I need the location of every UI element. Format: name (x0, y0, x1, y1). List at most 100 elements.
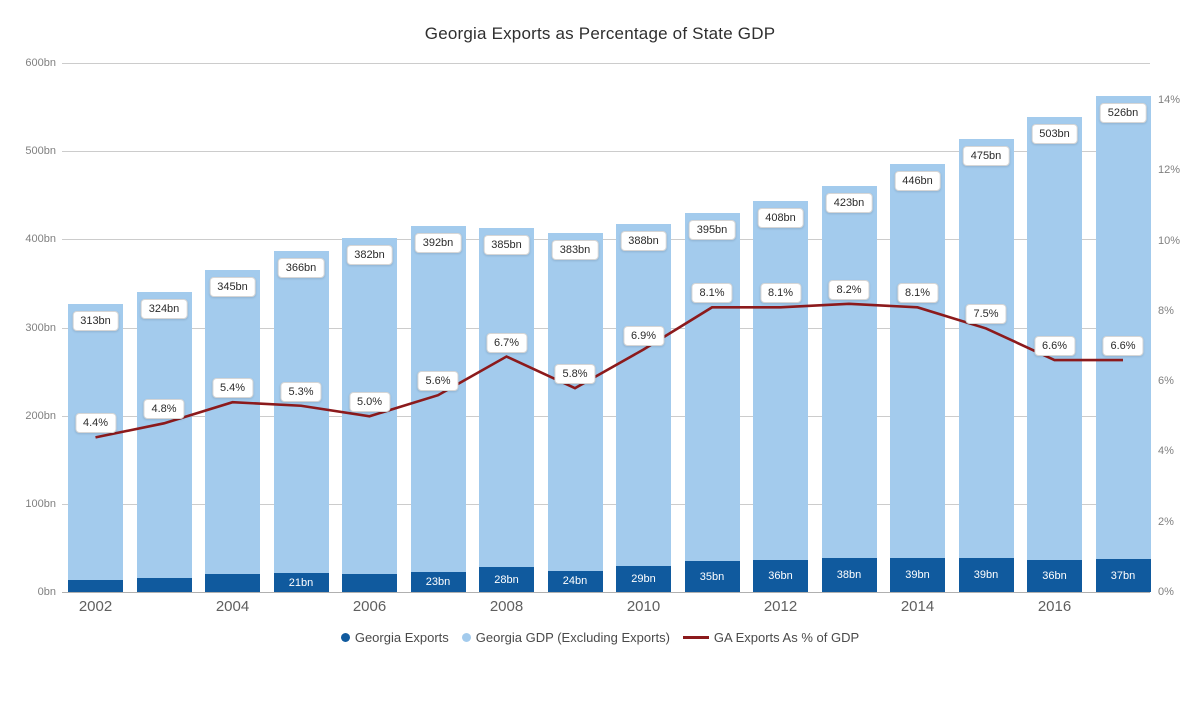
x-axis-label-2008: 2008 (489, 598, 524, 615)
pct-value-label-2014: 8.1% (896, 283, 939, 304)
bar-exports-2011[interactable] (684, 561, 740, 592)
bar-gdp-2015[interactable] (958, 138, 1014, 558)
legend-item-label: Georgia Exports (354, 630, 449, 645)
bar-gdp-2008[interactable] (479, 227, 534, 568)
y-axis-tick-right: 10% (1158, 234, 1181, 247)
bar-gdp-2010[interactable] (616, 224, 671, 567)
pct-value-label-2002: 4.4% (74, 413, 117, 434)
bar-gdp-2009[interactable] (547, 233, 603, 571)
bar-gdp-2005[interactable] (273, 250, 329, 574)
gridline (62, 239, 1150, 241)
pct-value-label-2004: 5.4% (211, 378, 254, 399)
pct-value-label-2009: 5.8% (554, 364, 596, 385)
y-axis-tick-left: 600bn (25, 57, 56, 69)
y-axis-tick-right: 12% (1158, 164, 1181, 177)
pct-value-label-2016: 6.6% (1033, 336, 1076, 357)
x-axis-label-2014: 2014 (900, 598, 935, 615)
pct-value-label-2007: 5.6% (417, 371, 459, 392)
pct-value-label-2011: 8.1% (691, 283, 733, 304)
bar-gdp-2007[interactable] (410, 226, 466, 572)
pct-value-label-2008: 6.7% (485, 332, 528, 353)
pct-value-label-2013: 8.2% (828, 279, 870, 300)
x-axis-label-2010: 2010 (626, 598, 661, 615)
gridline (62, 503, 1150, 505)
bar-exports-2013[interactable] (821, 558, 877, 592)
exports-value-label-2005: 21bn (288, 576, 314, 589)
exports-value-label-2009: 24bn (562, 575, 588, 588)
y-axis-tick-left: 100bn (25, 497, 56, 510)
gdp-value-label-2002: 313bn (72, 310, 119, 331)
exports-value-label-2011: 35bn (699, 570, 725, 583)
y-axis-tick-right: 0% (1158, 586, 1174, 598)
x-axis-label-2002: 2002 (78, 598, 113, 615)
x-axis-label-2004: 2004 (215, 598, 250, 615)
gdp-value-label-2010: 388bn (620, 231, 667, 252)
bar-gdp-2004[interactable] (205, 270, 260, 575)
y-axis-tick-right: 4% (1158, 445, 1174, 458)
legend-item-georgia-exports[interactable]: Georgia Exports (340, 630, 449, 645)
bar-gdp-2012[interactable] (753, 200, 808, 561)
bar-gdp-2011[interactable] (684, 212, 740, 562)
gridline (62, 327, 1150, 329)
bar-exports-2015[interactable] (958, 557, 1014, 592)
y-axis-tick-left: 300bn (25, 321, 56, 334)
exports-value-label-2014: 39bn (905, 568, 930, 581)
gdp-value-label-2006: 382bn (346, 244, 393, 265)
bar-gdp-2003[interactable] (136, 292, 192, 578)
chart-title: Georgia Exports as Percentage of State G… (424, 24, 776, 43)
bar-exports-2010[interactable] (616, 566, 671, 592)
exports-value-label-2017: 37bn (1110, 569, 1136, 582)
bar-exports-2007[interactable] (410, 571, 466, 592)
x-axis-label-2016: 2016 (1037, 598, 1072, 615)
gdp-value-label-2011: 395bn (688, 219, 736, 240)
bar-exports-2016[interactable] (1027, 560, 1082, 592)
bar-exports-2014[interactable] (890, 557, 945, 592)
bar-gdp-2014[interactable] (890, 164, 945, 558)
bar-gdp-2013[interactable] (821, 185, 877, 559)
legend-item-label: GA Exports As % of GDP (713, 630, 860, 645)
pct-value-label-2010: 6.9% (622, 325, 665, 346)
pct-line[interactable] (95, 302, 1124, 439)
legend: Georgia Exports Georgia GDP (Excluding Ex… (0, 630, 1200, 645)
legend-item-ga-exports-as-of-gdp[interactable]: GA Exports As % of GDP (682, 630, 860, 645)
bar-gdp-2017[interactable] (1095, 95, 1151, 560)
y-axis-tick-right: 6% (1158, 375, 1174, 388)
y-axis-tick-right: 14% (1158, 94, 1181, 106)
bar-exports-2005[interactable] (273, 573, 329, 592)
gdp-value-label-2008: 385bn (483, 234, 530, 255)
gdp-value-label-2012: 408bn (757, 207, 804, 228)
bar-exports-2006[interactable] (342, 574, 397, 592)
y-axis-tick-left: 200bn (25, 409, 56, 422)
pct-value-label-2012: 8.1% (759, 283, 802, 304)
bar-exports-2009[interactable] (547, 570, 603, 592)
exports-value-label-2016: 36bn (1042, 570, 1067, 583)
y-axis-tick-left: 0bn (37, 586, 56, 598)
bar-exports-2002[interactable] (68, 579, 123, 592)
pct-value-label-2017: 6.6% (1102, 336, 1144, 357)
bar-exports-2012[interactable] (753, 560, 808, 592)
gdp-value-label-2007: 392bn (414, 233, 462, 254)
legend-item-label: Georgia GDP (Excluding Exports) (475, 630, 670, 645)
bar-exports-2003[interactable] (136, 577, 192, 592)
pct-value-label-2015: 7.5% (965, 304, 1007, 325)
gdp-value-label-2013: 423bn (825, 192, 873, 213)
bar-exports-2004[interactable] (205, 574, 260, 592)
legend-item-georgia-gdp-excluding-exports[interactable]: Georgia GDP (Excluding Exports) (461, 630, 670, 645)
x-axis-label-2006: 2006 (352, 598, 387, 615)
legend-dot-marker (340, 633, 350, 642)
pct-value-label-2005: 5.3% (280, 381, 322, 402)
gdp-value-label-2005: 366bn (277, 257, 325, 278)
gdp-value-label-2004: 345bn (209, 277, 256, 298)
x-axis-label-2012: 2012 (763, 598, 798, 615)
bar-exports-2008[interactable] (479, 567, 534, 592)
legend-line-marker (682, 636, 709, 639)
bar-gdp-2002[interactable] (68, 303, 123, 580)
bar-exports-2017[interactable] (1095, 559, 1151, 592)
pct-value-label-2003: 4.8% (143, 399, 185, 420)
exports-value-label-2008: 28bn (494, 573, 519, 586)
gridline (62, 63, 1150, 64)
exports-value-label-2012: 36bn (768, 570, 793, 583)
legend-dot-marker (461, 633, 471, 642)
y-axis-tick-left: 500bn (25, 145, 56, 158)
